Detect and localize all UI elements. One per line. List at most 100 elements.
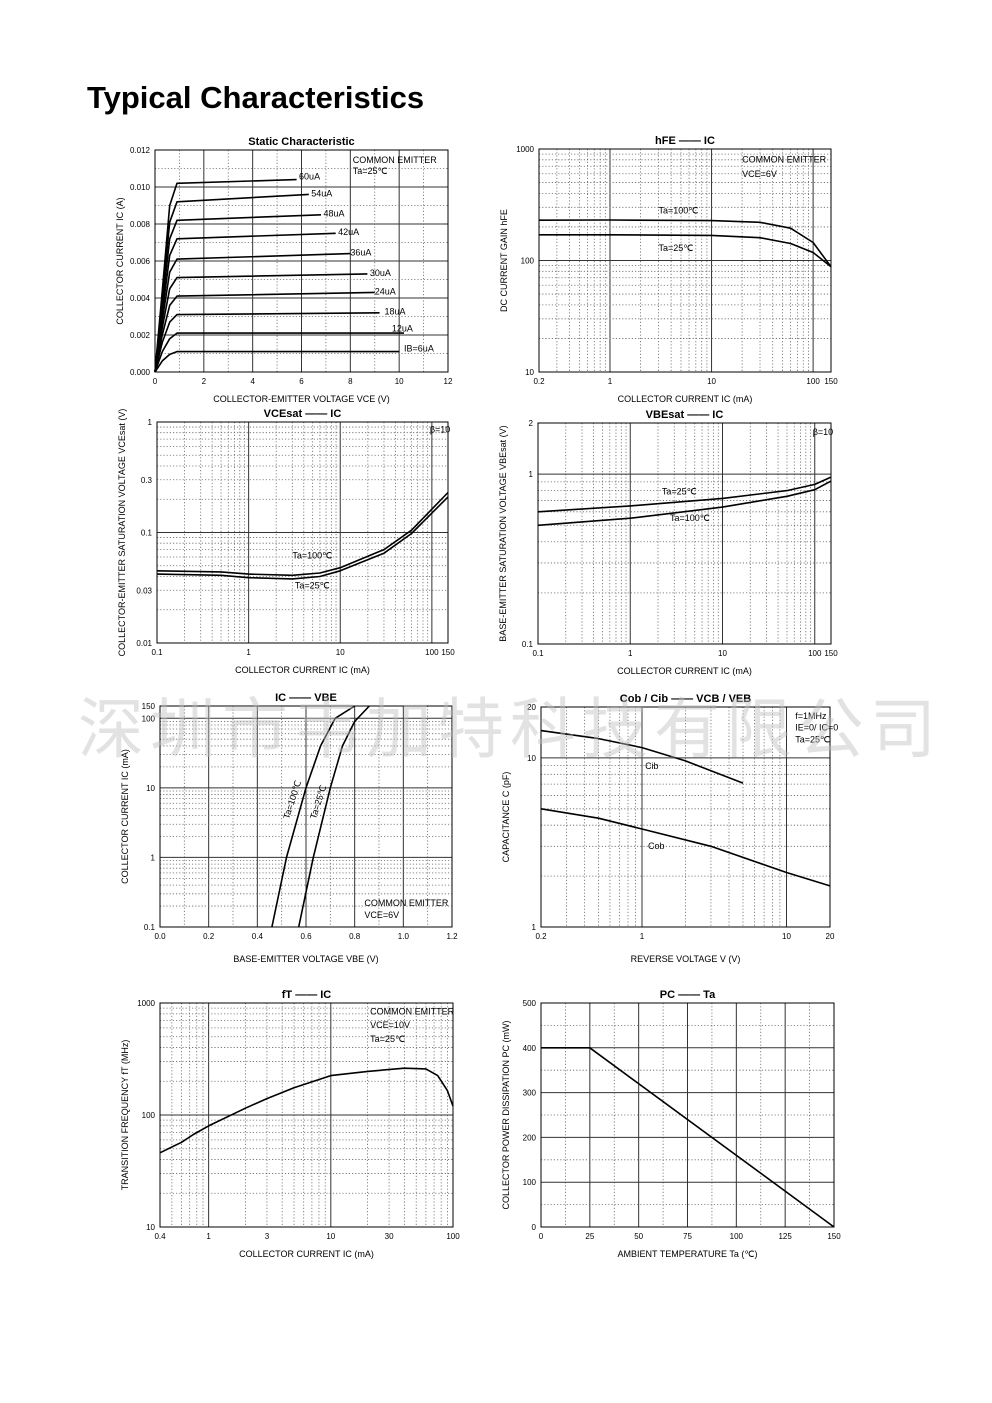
x-tick-label: 0.1 — [532, 649, 544, 658]
chart-title: IC —— VBE — [275, 692, 337, 704]
y-tick-label: 10 — [146, 784, 155, 793]
y-tick-label: 10 — [527, 754, 536, 763]
x-tick-label: 100 — [730, 1232, 744, 1241]
y-tick-label: 1 — [148, 418, 153, 427]
x-axis-label: COLLECTOR-EMITTER VOLTAGE VCE (V) — [213, 394, 390, 404]
x-tick-label: 10 — [718, 649, 727, 658]
series-label: Ta=25℃ — [662, 486, 697, 496]
plot-frame — [540, 706, 831, 928]
x-tick-label: 150 — [824, 649, 838, 658]
y-tick-label: 0.008 — [130, 220, 151, 229]
y-tick-label: 100 — [523, 1178, 537, 1187]
x-axis-label: REVERSE VOLTAGE V (V) — [631, 954, 741, 964]
y-tick-label: 1 — [151, 853, 156, 862]
x-tick-label: 25 — [585, 1232, 594, 1241]
series-line — [540, 808, 831, 887]
y-tick-label: 1000 — [137, 999, 155, 1008]
x-tick-label: 0 — [153, 377, 158, 386]
x-tick-label: 1 — [640, 932, 645, 941]
y-tick-label: 0.000 — [130, 368, 151, 377]
y-tick-label: 0.010 — [130, 183, 151, 192]
series-line — [539, 234, 832, 268]
series-label: 18uA — [385, 307, 406, 317]
x-tick-label: 1.2 — [446, 932, 458, 941]
y-tick-label: 0.03 — [136, 586, 152, 595]
annotation: VCE=6V — [364, 910, 399, 920]
chart-title: PC —— Ta — [660, 989, 716, 1001]
x-tick-label: 10 — [336, 648, 345, 657]
y-tick-label: 10 — [525, 368, 534, 377]
chart-8: 0 25 50 75 100 125 150 0 100 200 300 400 500 PC —— Ta… — [501, 989, 841, 1259]
series-label: Cib — [645, 761, 659, 771]
series-line — [154, 273, 368, 373]
y-tick-label: 0.1 — [141, 529, 153, 538]
chart-title: fT —— IC — [282, 989, 332, 1001]
y-axis-label: COLLECTOR CURRENT IC (A) — [115, 197, 125, 324]
x-axis-label: COLLECTOR CURRENT IC (mA) — [239, 1249, 374, 1259]
annotation: VCE=6V — [742, 169, 777, 179]
annotation: COMMON EMITTER — [370, 1006, 454, 1016]
chart-title: Static Characteristic — [248, 136, 354, 148]
y-tick-label: 0.1 — [522, 640, 534, 649]
y-tick-label: 0.01 — [136, 639, 152, 648]
series-label: Ta=25℃ — [658, 243, 693, 253]
chart-2: 0.2 1 10 100 150 10 100 1000 hFE —— IC COLLECTOR … — [499, 135, 838, 404]
x-tick-label: 20 — [826, 932, 835, 941]
series-label: Ta=100℃ — [670, 513, 710, 523]
x-tick-label: 10 — [707, 377, 716, 386]
y-axis-label: DC CURRENT GAIN hFE — [499, 209, 509, 312]
series-line — [541, 1047, 835, 1228]
plot-frame — [156, 421, 449, 644]
x-tick-label: 0 — [539, 1232, 544, 1241]
x-tick-label: 0.1 — [151, 648, 163, 657]
series-label: Ta=25℃ — [308, 784, 328, 820]
y-tick-label: 100 — [142, 714, 156, 723]
series-label: 54uA — [311, 188, 332, 198]
plot-frame — [538, 148, 832, 373]
x-tick-label: 0.2 — [533, 377, 545, 386]
x-tick-label: 150 — [827, 1232, 841, 1241]
x-tick-label: 8 — [348, 377, 353, 386]
chart-title: hFE —— IC — [655, 135, 715, 147]
series-label: 12uA — [392, 323, 413, 333]
series-label: 30uA — [370, 268, 391, 278]
series-line — [271, 705, 356, 928]
x-tick-label: 2 — [202, 377, 207, 386]
x-tick-label: 0.4 — [252, 932, 264, 941]
x-tick-label: 0.0 — [154, 932, 166, 941]
annotation: COMMON EMITTER — [364, 898, 448, 908]
y-axis-label: BASE-EMITTER SATURATION VOLTAGE VBEsat (… — [498, 425, 508, 641]
x-tick-label: 100 — [808, 649, 822, 658]
y-tick-label: 10 — [146, 1223, 155, 1232]
x-tick-label: 0.8 — [349, 932, 361, 941]
annotation: β=10 — [813, 427, 833, 437]
chart-title: Cob / Cib —— VCB / VEB — [620, 693, 751, 705]
series-label: 60uA — [299, 172, 320, 182]
series-line — [154, 291, 375, 373]
y-tick-label: 0.002 — [130, 331, 151, 340]
series-line — [537, 476, 832, 513]
chart-5: 0.0 0.2 0.4 0.6 0.8 1.0 1.2 0.1 1 10 100 150 IC —— V… — [120, 692, 458, 964]
x-tick-label: 75 — [683, 1232, 692, 1241]
x-tick-label: 100 — [446, 1232, 460, 1241]
series-line — [297, 705, 370, 928]
series-line — [154, 312, 380, 373]
y-tick-label: 20 — [527, 703, 536, 712]
y-tick-label: 100 — [521, 257, 535, 266]
plot-frame — [159, 1002, 454, 1228]
y-axis-label: COLLECTOR POWER DISSIPATION PC (mW) — [501, 1020, 511, 1209]
y-tick-label: 0.006 — [130, 257, 151, 266]
y-axis-label: TRANSITION FREQUENCY fT (MHz) — [120, 1040, 130, 1191]
x-axis-label: COLLECTOR CURRENT IC (mA) — [618, 394, 753, 404]
y-tick-label: 0.3 — [141, 476, 153, 485]
y-tick-label: 1 — [529, 470, 534, 479]
annotation: IE=0/ IC=0 — [795, 723, 838, 733]
series-line — [154, 178, 297, 373]
y-tick-label: 400 — [523, 1044, 537, 1053]
chart-1: 0 2 4 6 8 10 12 0.000 0.002 0.004 0.006 0.008 0.010 0… — [115, 136, 453, 404]
series-label: 36uA — [350, 247, 371, 257]
x-tick-label: 1 — [246, 648, 251, 657]
x-axis-label: AMBIENT TEMPERATURE Ta (℃) — [618, 1249, 758, 1259]
annotation: COMMON EMITTER — [742, 154, 826, 164]
chart-4: 0.1 1 10 100 150 0.1 1 2 VBEsat —— IC COLLECTOR C… — [498, 409, 838, 676]
